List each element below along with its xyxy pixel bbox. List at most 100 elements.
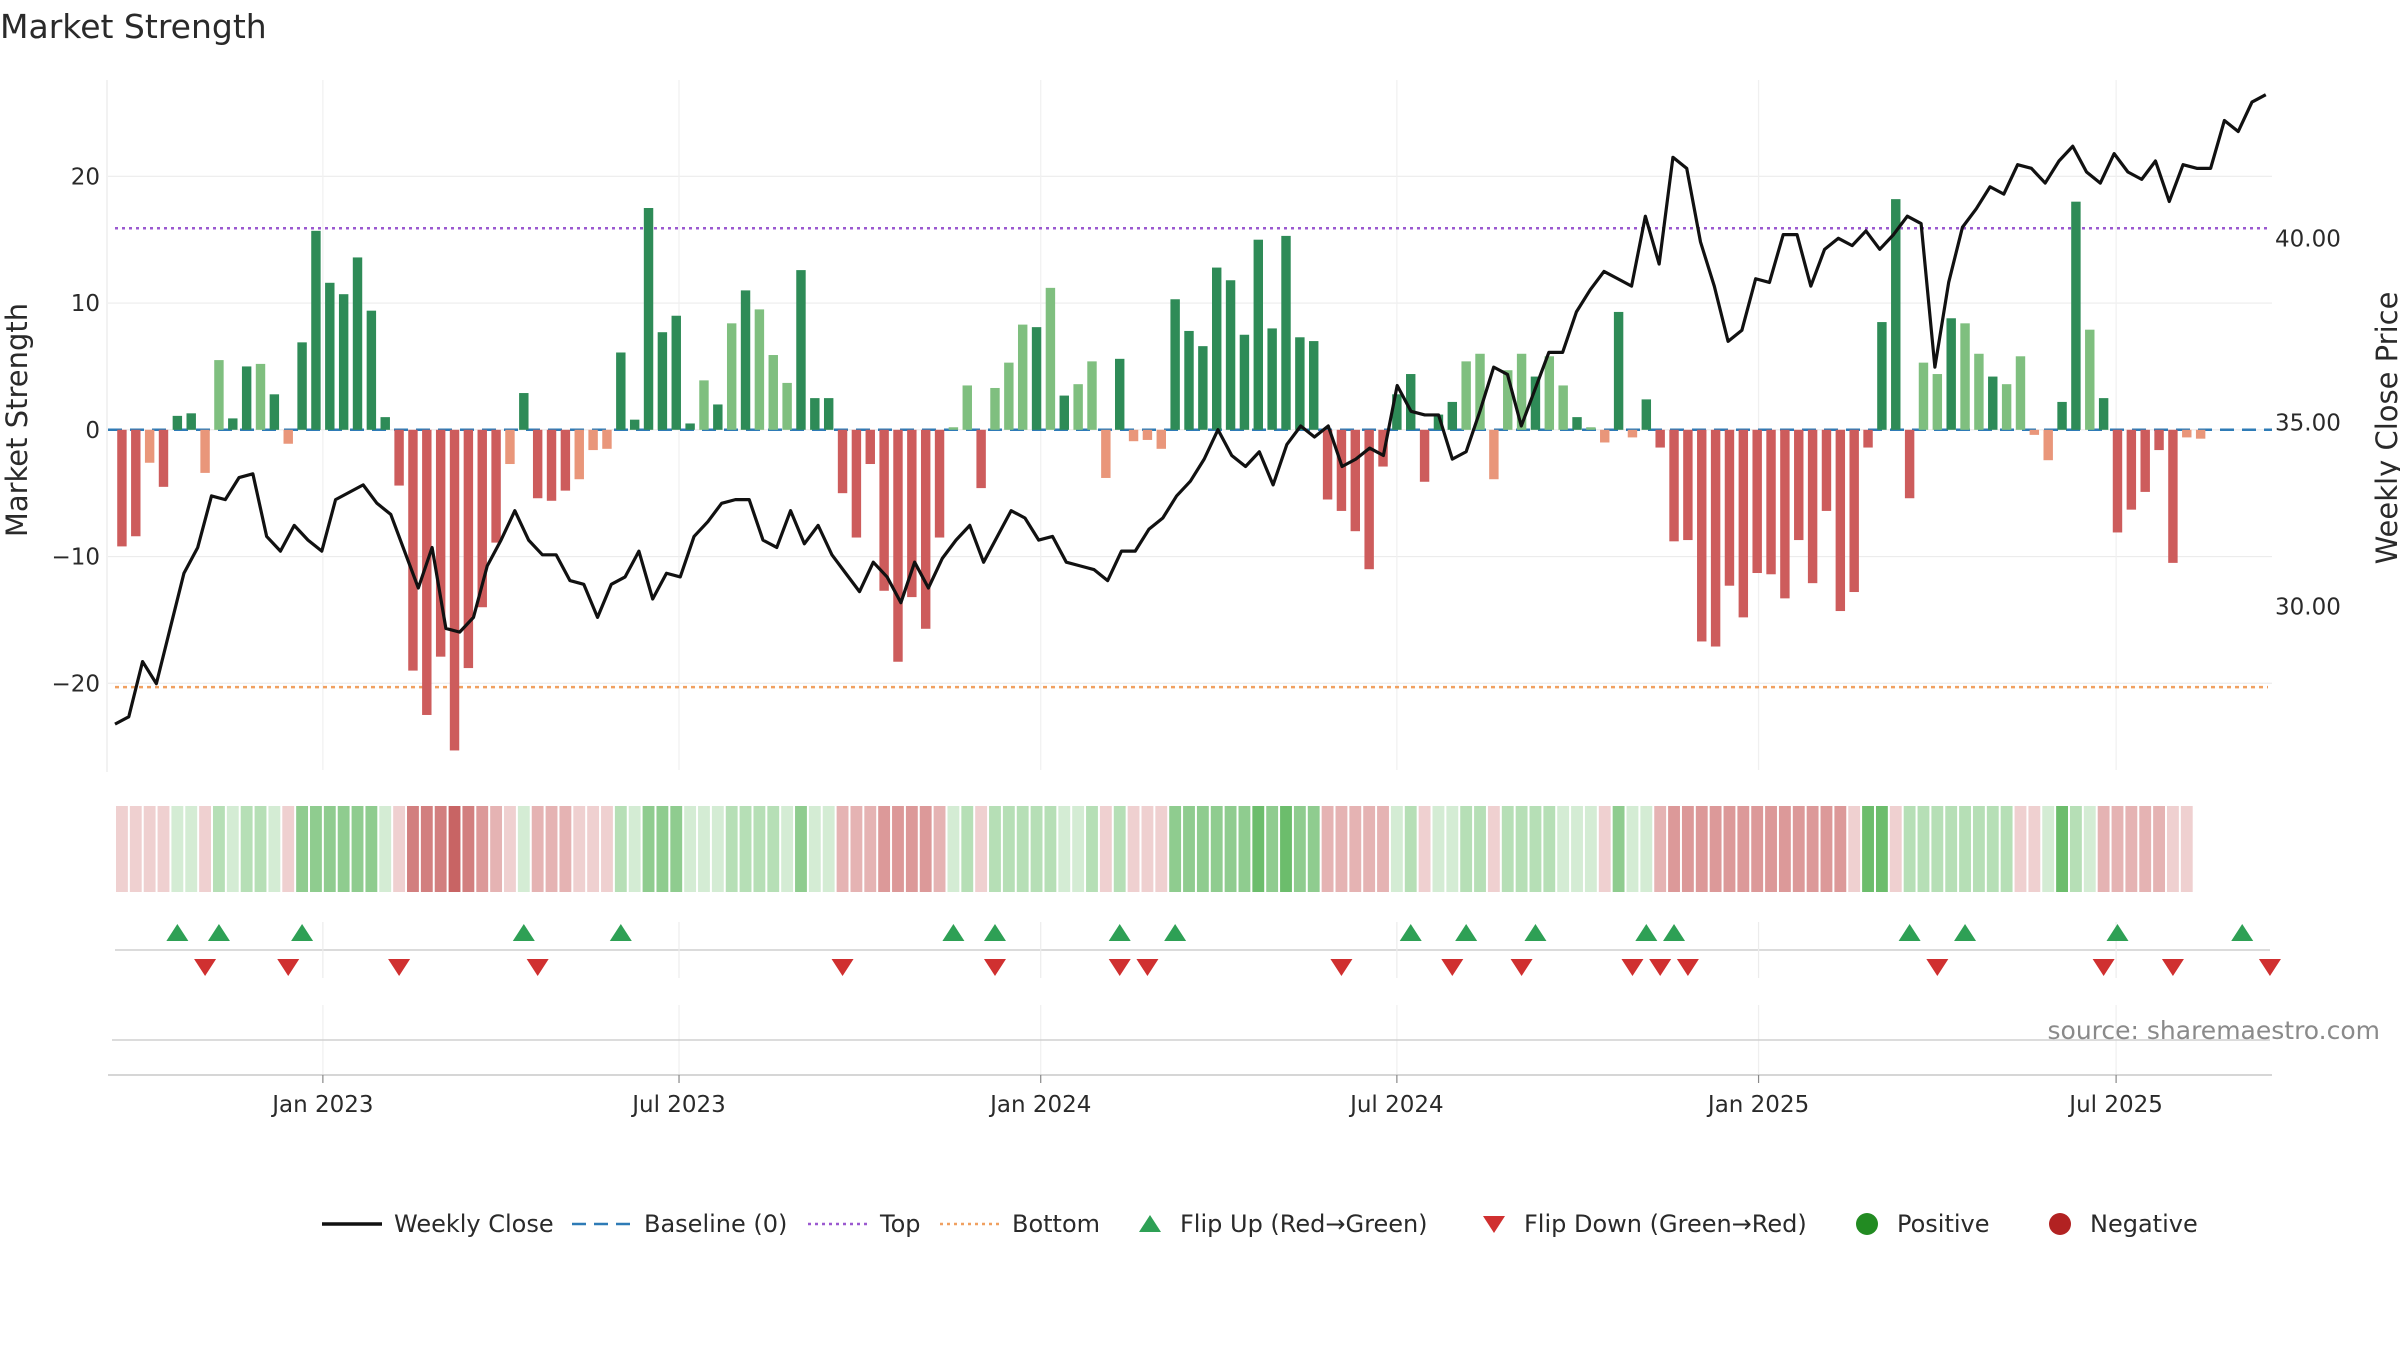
strength-bar (1364, 429, 1374, 570)
y-tick-label: 0 (85, 418, 100, 444)
strength-bar (1489, 429, 1499, 480)
heat-cell (1529, 806, 1542, 892)
y-tick-label: −20 (51, 671, 100, 697)
heat-cell (989, 806, 1001, 892)
legend-label: Flip Up (Red→Green) (1180, 1210, 1428, 1238)
heat-cell (1875, 806, 1888, 892)
strength-bar (976, 429, 986, 489)
heat-cell (1778, 806, 1791, 892)
heat-cell (1862, 806, 1874, 892)
strength-bar (1017, 324, 1028, 430)
flip-up-marker (1524, 924, 1547, 941)
x-axis-ticks: Jan 2023 Jul 2023 Jan 2024 Jul 2024 Jan 2025… (270, 1075, 2163, 1118)
x-tick-label: Jul 2025 (2067, 1092, 2163, 1118)
strength-bar (1212, 267, 1222, 430)
heat-cell (698, 806, 710, 892)
strength-bar (1516, 353, 1527, 430)
flip-down-marker (2258, 959, 2281, 976)
heat-cell (1834, 806, 1847, 892)
strength-bar (671, 315, 681, 430)
strength-bar (574, 429, 584, 480)
strength-bar (1613, 311, 1624, 430)
heat-cell (2042, 806, 2055, 892)
heat-cell (1695, 806, 1708, 892)
heat-cell (1584, 806, 1597, 892)
strength-bar (1004, 362, 1014, 430)
heat-cell (642, 806, 655, 892)
flip-up-marker (207, 924, 230, 941)
heat-cell (1099, 806, 1112, 892)
strength-bar (879, 429, 889, 591)
heat-cell (2166, 806, 2179, 892)
y2-tick-label: 40.00 (2275, 226, 2341, 252)
heat-cell (1321, 806, 1334, 892)
strength-bar (228, 418, 238, 430)
heat-cell (1889, 806, 1902, 892)
heat-cell (1086, 806, 1098, 892)
legend-swatch-flip-down (1483, 1216, 1505, 1233)
strength-bar (1918, 362, 1929, 430)
x-tick-label: Jan 2025 (1706, 1092, 1809, 1118)
strength-bar (1031, 327, 1042, 430)
heat-cell (1959, 806, 1971, 892)
flip-up-marker (512, 924, 535, 941)
flip-up-marker (942, 924, 965, 941)
heat-cell (975, 806, 988, 892)
heat-cell (850, 806, 863, 892)
flip-up-marker (166, 924, 189, 941)
strength-bar (1170, 299, 1180, 430)
strength-bar (463, 429, 474, 669)
strength-bar (2029, 429, 2040, 435)
strength-bar (1669, 429, 1679, 542)
strength-bar (1946, 318, 1956, 430)
legend-swatch-circle (2049, 1213, 2071, 1235)
heat-cell (1113, 806, 1126, 892)
heat-cell (1072, 806, 1085, 892)
heat-cell (448, 806, 461, 892)
strength-bar (1419, 429, 1430, 482)
heat-cell (2014, 806, 2027, 892)
strength-bar (685, 423, 695, 430)
heat-cell (157, 806, 170, 892)
heat-cell (878, 806, 891, 892)
heat-cell (1044, 806, 1057, 892)
strength-bar (1503, 370, 1513, 430)
strength-bar (1225, 280, 1236, 430)
strength-bar (907, 429, 917, 598)
strength-bar (588, 429, 598, 451)
strength-bar (394, 429, 404, 486)
heat-cell (323, 806, 336, 892)
legend-item: Weekly Close (322, 1210, 554, 1238)
strength-bar (1544, 356, 1555, 430)
strength-bar (1433, 414, 1444, 430)
strength-bar (172, 415, 183, 430)
strength-bar (505, 429, 515, 465)
heat-cell (1820, 806, 1833, 892)
heat-cell (684, 806, 697, 892)
flip-up-marker (1108, 924, 1131, 941)
flip-up-marker (1164, 924, 1187, 941)
lower-panel (108, 1005, 2272, 1076)
flip-up-marker (983, 924, 1006, 941)
strength-bar (269, 394, 280, 430)
heat-cell (1640, 806, 1653, 892)
heat-cell (1751, 806, 1764, 892)
flip-up-marker (1954, 924, 1977, 941)
legend: Weekly Close Baseline (0) Top Bottom Flip Up… (322, 1210, 2198, 1238)
heat-cell (490, 806, 503, 892)
strength-bar (1627, 429, 1638, 438)
strength-bar (297, 342, 307, 430)
heat-cell (1515, 806, 1528, 892)
strength-bar (1724, 429, 1735, 586)
strength-bar (2126, 429, 2137, 510)
heat-cell (1487, 806, 1500, 892)
flip-down-marker (1108, 959, 1131, 976)
strength-bar (1128, 429, 1139, 442)
heat-cell (1654, 806, 1667, 892)
heat-cell (587, 806, 600, 892)
strength-bar (2168, 429, 2178, 563)
strength-bar (1253, 239, 1264, 430)
strength-bars (117, 199, 2206, 751)
strength-bar (1073, 384, 1083, 430)
y-axis-label: Market Strength (0, 303, 34, 537)
